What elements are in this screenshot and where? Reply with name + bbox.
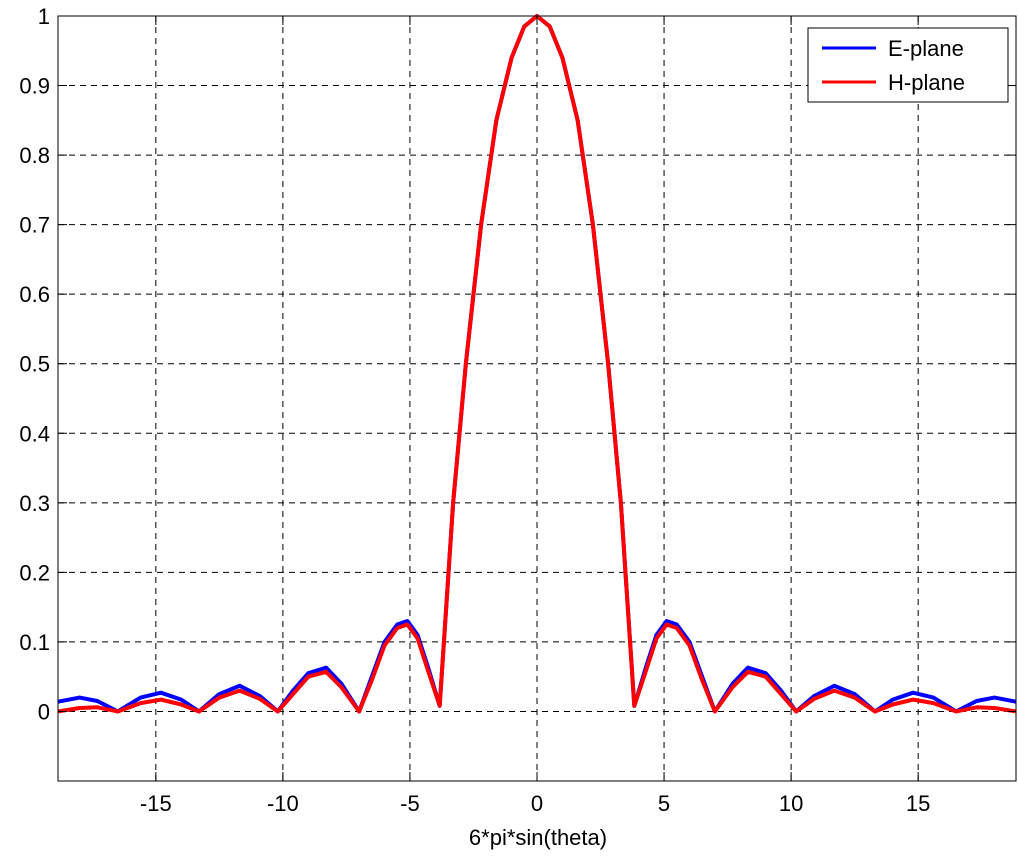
x-tick-label: 15	[906, 791, 930, 816]
tick-labels: -15 -10 -5 0 5 10 15 0 0.1 0.2 0.3 0.4 0.5 0.6 0.7 0.8 0…	[19, 4, 930, 816]
y-tick-label: 0.2	[19, 560, 50, 585]
ticks	[58, 15, 1016, 781]
y-tick-label: 0.3	[19, 491, 50, 516]
legend-label-h-plane: H-plane	[888, 70, 965, 95]
y-tick-label: 0.1	[19, 630, 50, 655]
legend-box	[807, 27, 1009, 103]
y-tick-label: 0.7	[19, 213, 50, 238]
y-tick-label: 0.5	[19, 352, 50, 377]
y-tick-label: 0.8	[19, 143, 50, 168]
legend-label-e-plane: E-plane	[888, 36, 964, 61]
y-tick-label: 0.4	[19, 421, 50, 446]
x-tick-label: -5	[400, 791, 420, 816]
plot-area	[58, 16, 1016, 781]
legend: E-plane H-plane	[807, 27, 1009, 103]
x-tick-label: -10	[267, 791, 299, 816]
x-axis-label: 6*pi*sin(theta)	[469, 825, 607, 850]
y-tick-label: 0	[38, 699, 50, 724]
x-tick-label: 10	[779, 791, 803, 816]
x-tick-label: 0	[531, 791, 543, 816]
x-tick-label: 5	[658, 791, 670, 816]
y-tick-label: 0.9	[19, 74, 50, 99]
x-tick-label: -15	[140, 791, 172, 816]
y-tick-label: 0.6	[19, 282, 50, 307]
y-tick-label: 1	[38, 4, 50, 29]
